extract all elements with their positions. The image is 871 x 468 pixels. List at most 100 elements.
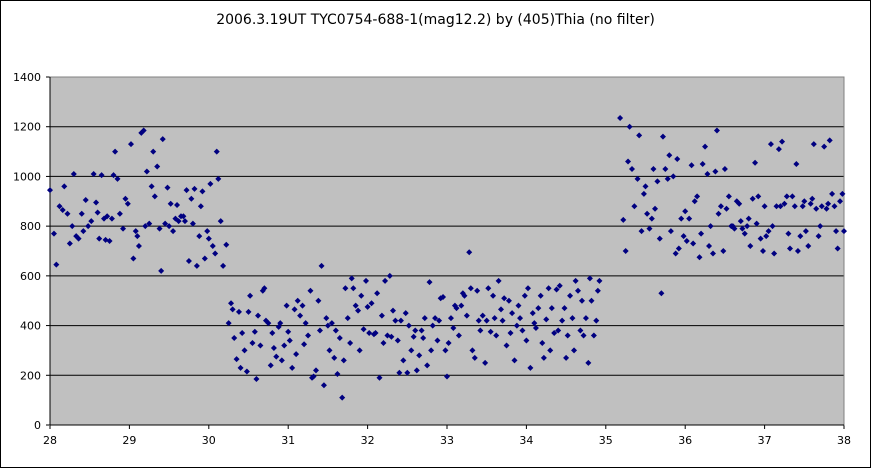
data-point <box>487 328 494 335</box>
data-point <box>392 317 399 324</box>
data-point <box>757 235 764 242</box>
data-point <box>108 215 115 222</box>
data-point <box>170 228 177 235</box>
data-point <box>543 316 550 323</box>
data-point <box>347 339 354 346</box>
data-point <box>505 297 512 304</box>
data-point <box>56 203 63 210</box>
data-point <box>98 172 105 179</box>
data-point <box>130 255 137 262</box>
data-point <box>289 364 296 371</box>
data-point <box>594 287 601 294</box>
data-point <box>455 332 462 339</box>
data-point <box>297 312 304 319</box>
data-point <box>564 332 571 339</box>
data-point <box>205 235 212 242</box>
data-point <box>429 322 436 329</box>
data-point <box>315 297 322 304</box>
data-point <box>813 205 820 212</box>
data-point <box>223 241 230 248</box>
data-point <box>458 302 465 309</box>
data-point <box>571 347 578 354</box>
data-point <box>575 287 582 294</box>
data-point <box>150 148 157 155</box>
data-point <box>376 374 383 381</box>
data-point <box>825 200 832 207</box>
y-tick-label: 0 <box>34 419 41 432</box>
data-point <box>191 185 198 192</box>
data-point <box>761 203 768 210</box>
data-point <box>537 292 544 299</box>
data-point <box>166 223 173 230</box>
data-point <box>769 223 776 230</box>
data-point <box>807 200 814 207</box>
data-point <box>253 376 260 383</box>
data-point <box>461 292 468 299</box>
x-tick-label: 33 <box>440 434 454 447</box>
data-point <box>162 220 169 227</box>
data-point <box>644 210 651 217</box>
data-point <box>204 228 211 235</box>
data-point <box>656 235 663 242</box>
data-point <box>691 198 698 205</box>
data-point <box>326 347 333 354</box>
data-point <box>180 213 187 220</box>
data-point <box>801 198 808 205</box>
data-point <box>463 312 470 319</box>
data-point <box>694 193 701 200</box>
data-point <box>586 275 593 282</box>
data-point <box>201 255 208 262</box>
data-point <box>507 330 514 337</box>
data-point <box>725 193 732 200</box>
data-point <box>229 306 236 313</box>
data-point <box>686 215 693 222</box>
y-tick-label: 1200 <box>13 121 41 134</box>
data-point <box>617 115 624 122</box>
data-point <box>578 297 585 304</box>
x-tick-label: 38 <box>837 434 851 447</box>
data-point <box>388 333 395 340</box>
data-point <box>654 178 661 185</box>
data-point <box>69 223 76 230</box>
data-point <box>648 215 655 222</box>
data-point <box>646 225 653 232</box>
data-point <box>582 315 589 322</box>
data-point <box>318 262 325 269</box>
data-point <box>124 200 131 207</box>
y-tick-label: 600 <box>20 270 41 283</box>
x-tick-label: 30 <box>202 434 216 447</box>
data-point <box>531 320 538 327</box>
data-point <box>629 165 636 172</box>
data-point <box>785 230 792 237</box>
data-point <box>793 161 800 167</box>
data-point <box>590 332 597 339</box>
data-point <box>675 245 682 252</box>
data-point <box>207 180 214 187</box>
data-point <box>491 315 498 322</box>
data-point <box>175 218 182 225</box>
data-point <box>421 315 428 322</box>
data-point <box>154 163 161 170</box>
data-point <box>257 342 264 349</box>
data-point <box>678 215 685 222</box>
data-point <box>569 315 576 322</box>
data-point <box>278 357 285 364</box>
x-tick-label: 32 <box>361 434 375 447</box>
data-point <box>237 364 244 371</box>
data-point <box>831 203 838 210</box>
data-point <box>64 210 71 217</box>
data-point <box>551 330 558 337</box>
data-point <box>159 136 166 143</box>
data-point <box>485 285 492 292</box>
data-point <box>174 202 181 209</box>
data-point <box>829 190 836 197</box>
data-point <box>75 235 82 242</box>
data-point <box>495 277 502 284</box>
data-point <box>690 240 697 247</box>
data-point <box>143 168 150 175</box>
data-point <box>312 367 319 374</box>
data-point <box>453 305 460 312</box>
data-point <box>447 315 454 322</box>
data-point <box>787 245 794 252</box>
